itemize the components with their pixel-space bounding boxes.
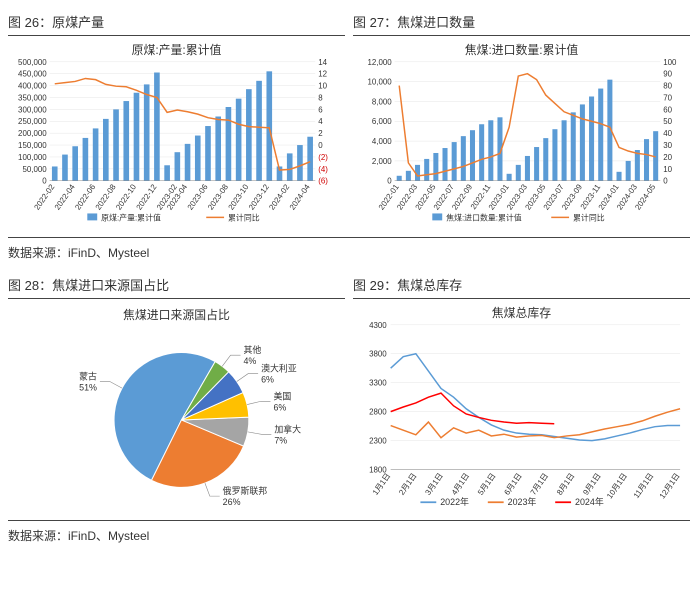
data-source-1: 数据来源：iFinD、Mysteel (8, 237, 690, 271)
svg-text:(6): (6) (318, 177, 328, 186)
svg-text:2022年: 2022年 (440, 497, 469, 508)
figure-caption-26: 图 26：原煤产量 (8, 8, 345, 36)
svg-text:6%: 6% (261, 375, 274, 385)
svg-text:0: 0 (318, 141, 323, 150)
svg-text:300,000: 300,000 (18, 105, 47, 114)
svg-text:3300: 3300 (369, 379, 387, 388)
chart-raw-coal-output: 原煤:产量:累计值050,000100,000150,000200,000250… (8, 40, 345, 228)
data-source-2: 数据来源：iFinD、Mysteel (8, 520, 690, 554)
svg-text:70: 70 (663, 93, 672, 102)
svg-text:3800: 3800 (369, 350, 387, 359)
svg-text:4300: 4300 (369, 321, 387, 330)
svg-text:(2): (2) (318, 153, 328, 162)
svg-text:50: 50 (663, 117, 672, 126)
svg-text:100: 100 (663, 58, 677, 67)
svg-text:焦煤:进口数量:累计值: 焦煤:进口数量:累计值 (465, 43, 579, 57)
svg-text:(4): (4) (318, 165, 328, 174)
svg-text:26%: 26% (223, 497, 241, 507)
svg-text:焦煤:进口数量:累计值: 焦煤:进口数量:累计值 (446, 212, 522, 222)
figure-caption-29: 图 29：焦煤总库存 (353, 271, 690, 299)
svg-text:0: 0 (42, 177, 47, 186)
svg-text:10: 10 (318, 82, 327, 91)
svg-text:150,000: 150,000 (18, 141, 47, 150)
svg-text:500,000: 500,000 (18, 58, 47, 67)
svg-text:2023年: 2023年 (508, 497, 537, 508)
svg-text:2: 2 (318, 129, 322, 138)
svg-text:2300: 2300 (369, 437, 387, 446)
svg-text:焦煤进口来源国占比: 焦煤进口来源国占比 (123, 308, 230, 322)
svg-text:原煤:产量:累计值: 原煤:产量:累计值 (101, 212, 161, 222)
svg-text:2024年: 2024年 (575, 497, 604, 508)
svg-text:250,000: 250,000 (18, 117, 47, 126)
svg-text:90: 90 (663, 70, 672, 79)
svg-text:6: 6 (318, 105, 323, 114)
svg-text:100,000: 100,000 (18, 153, 47, 162)
svg-text:80: 80 (663, 82, 672, 91)
figure-caption-27: 图 27：焦煤进口数量 (353, 8, 690, 36)
svg-text:60: 60 (663, 105, 672, 114)
svg-text:400,000: 400,000 (18, 82, 47, 91)
svg-text:6,000: 6,000 (372, 117, 392, 126)
svg-text:12: 12 (318, 70, 327, 79)
svg-text:2,000: 2,000 (372, 157, 392, 166)
figure-caption-28: 图 28：焦煤进口来源国占比 (8, 271, 345, 299)
svg-text:14: 14 (318, 58, 327, 67)
svg-text:4,000: 4,000 (372, 137, 392, 146)
svg-text:20: 20 (663, 153, 672, 162)
svg-text:200,000: 200,000 (18, 129, 47, 138)
svg-text:澳大利亚: 澳大利亚 (261, 363, 297, 374)
svg-text:12,000: 12,000 (367, 58, 392, 67)
svg-text:焦煤总库存: 焦煤总库存 (492, 306, 551, 320)
svg-text:6%: 6% (273, 403, 286, 413)
svg-text:累计同比: 累计同比 (573, 212, 605, 222)
svg-text:原煤:产量:累计值: 原煤:产量:累计值 (132, 43, 222, 57)
chart-coking-coal-import-qty: 焦煤:进口数量:累计值 0 2,000 4,000 6,000 8,000 10,000 12… (353, 40, 690, 228)
svg-text:40: 40 (663, 129, 672, 138)
svg-text:美国: 美国 (273, 391, 291, 402)
svg-text:累计同比: 累计同比 (228, 212, 260, 222)
svg-text:10,000: 10,000 (367, 78, 392, 87)
svg-text:8,000: 8,000 (372, 97, 392, 106)
svg-text:蒙古: 蒙古 (79, 371, 97, 382)
svg-text:0: 0 (663, 177, 668, 186)
svg-text:8: 8 (318, 93, 323, 102)
svg-text:10: 10 (663, 165, 672, 174)
svg-text:俄罗斯联邦: 俄罗斯联邦 (223, 485, 268, 496)
svg-text:51%: 51% (79, 383, 97, 393)
svg-text:350,000: 350,000 (18, 93, 47, 102)
chart-import-source-pie: 焦煤进口来源国占比蒙古51%俄罗斯联邦26%加拿大7%美国6%澳大利亚6%其他4… (8, 303, 345, 511)
svg-text:其他: 其他 (243, 345, 261, 356)
svg-text:450,000: 450,000 (18, 70, 47, 79)
svg-text:50,000: 50,000 (22, 165, 47, 174)
svg-text:加拿大: 加拿大 (274, 424, 301, 435)
chart-total-inventory: 焦煤总库存1800230028003300380043001月1日2月1日3月1… (353, 303, 690, 511)
svg-text:7%: 7% (274, 436, 287, 446)
svg-text:30: 30 (663, 141, 672, 150)
svg-text:4: 4 (318, 117, 323, 126)
svg-text:2800: 2800 (369, 408, 387, 417)
svg-text:4%: 4% (243, 356, 256, 366)
